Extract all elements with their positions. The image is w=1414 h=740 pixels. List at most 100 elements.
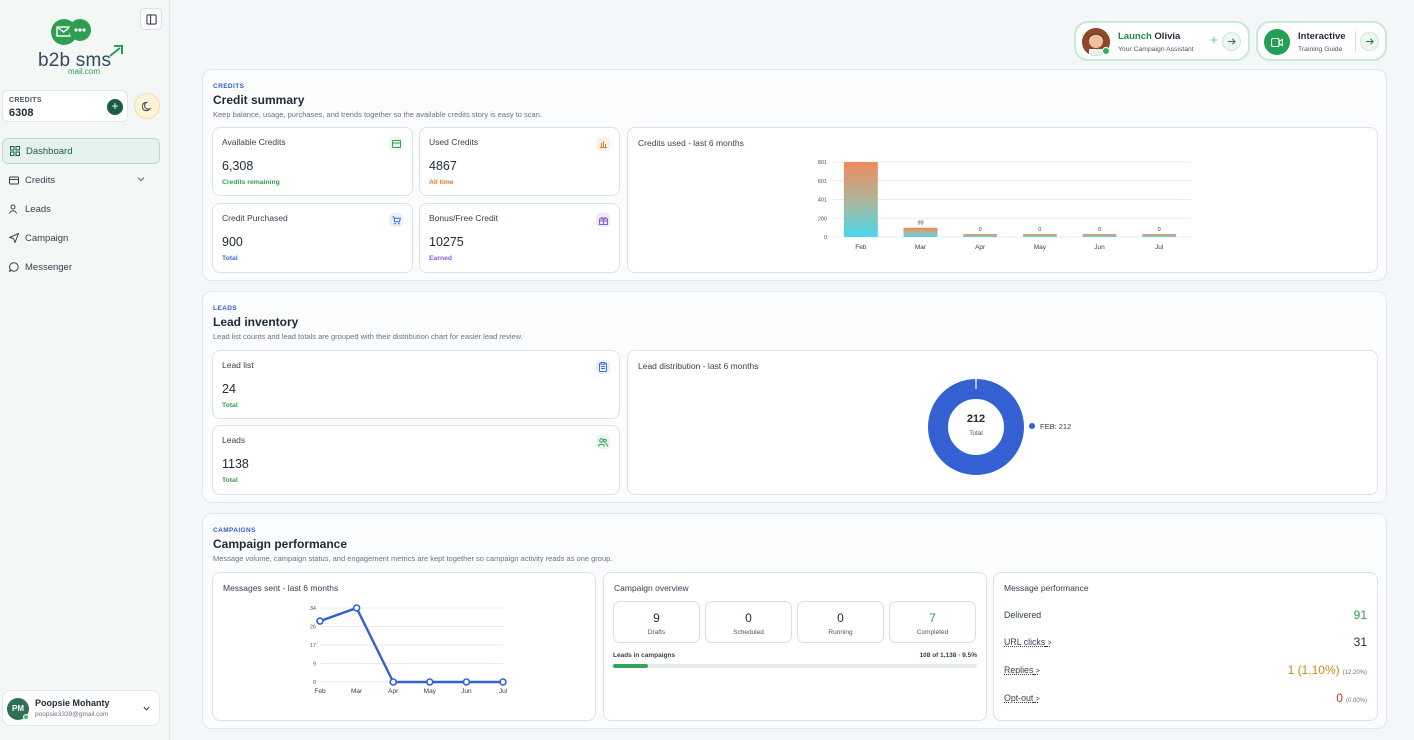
lead-list-card: Lead list 24 Total: [212, 350, 620, 419]
user-email: poopsie3339@gmail.com: [35, 711, 109, 718]
opt-out-row[interactable]: Opt-out > 0 (0.00%): [1004, 691, 1367, 707]
legend-label: FEB: 212: [1040, 422, 1072, 431]
data-point: [352, 604, 361, 612]
interactive-arrow-button[interactable]: [1360, 32, 1379, 51]
stat-value: 0: [837, 611, 844, 625]
card-title: Message performance: [1004, 583, 1089, 593]
sidebar-item-leads[interactable]: Leads: [2, 196, 160, 222]
users-icon: [596, 435, 610, 449]
credit-purchased-card: Credit Purchased 900 Total: [212, 203, 413, 273]
launch-olivia-button[interactable]: Launch Olivia Your Campaign Assistant: [1074, 21, 1250, 61]
y-tick-label: 200: [818, 216, 827, 222]
campaigns-section: CAMPAIGNS Campaign performance Message v…: [202, 513, 1387, 729]
running-stat[interactable]: 0 Running: [797, 601, 884, 643]
y-tick-label: 601: [818, 179, 827, 185]
card-label: Lead list: [222, 360, 254, 370]
card-label: Credit Purchased: [222, 213, 288, 223]
brand-logo: [51, 19, 123, 57]
stat-value: 0: [745, 611, 752, 625]
available-credits-card: Available Credits 6,308 Credits remainin…: [212, 127, 413, 196]
card-value: 1138: [222, 457, 249, 471]
x-tick-label: Feb: [314, 688, 326, 695]
card-sub: Total: [222, 255, 238, 262]
x-tick-label: Mar: [351, 688, 363, 695]
completed-stat[interactable]: 7 Completed: [889, 601, 976, 643]
y-tick-label: 9: [313, 662, 316, 668]
bonus-credit-card: Bonus/Free Credit 10275 Earned: [419, 203, 620, 273]
legend-swatch: [1029, 423, 1035, 429]
section-tag: CREDITS: [213, 83, 245, 90]
bar: [1142, 234, 1177, 237]
drafts-stat[interactable]: 9 Drafts: [613, 601, 700, 643]
section-description: Message volume, campaign status, and eng…: [213, 554, 613, 563]
card-value: 24: [222, 382, 236, 396]
sparkle-icon: [1209, 35, 1219, 45]
sidebar-item-messenger[interactable]: Messenger: [2, 254, 160, 280]
data-point: [426, 678, 434, 686]
card-label: Bonus/Free Credit: [429, 213, 498, 223]
scheduled-stat[interactable]: 0 Scheduled: [705, 601, 792, 643]
lead-distribution-donut-chart: [928, 379, 1024, 475]
sidebar: b2b sms mail.com CREDITS 6308 + Dashboar…: [0, 0, 170, 740]
data-label: 0: [1098, 227, 1101, 233]
launch-title: Launch Olivia: [1118, 31, 1181, 42]
add-credits-button[interactable]: +: [107, 99, 123, 115]
data-point: [316, 617, 324, 625]
data-label: 0: [1158, 227, 1161, 233]
used-credits-card: Used Credits 4867 All time: [419, 127, 620, 196]
card-label: Leads: [222, 435, 246, 445]
replies-row[interactable]: Replies > 1 (1.10%) (12.20%): [1004, 663, 1367, 679]
metric-value: 1 (1.10%) (12.20%): [1287, 663, 1367, 677]
interactive-guide-button[interactable]: Interactive Training Guide: [1256, 21, 1387, 61]
user-menu[interactable]: PM Poopsie Mohanty poopsie3339@gmail.com: [2, 690, 160, 726]
arrow-right-icon: [1365, 38, 1374, 45]
sidebar-item-label: Campaign: [25, 232, 69, 244]
opt-out-link[interactable]: Opt-out >: [1004, 693, 1040, 703]
card-sub: Total: [222, 477, 238, 484]
theme-toggle-button[interactable]: [134, 93, 160, 119]
message-performance-card: Message performance Delivered 91 URL cli…: [993, 572, 1378, 721]
section-title: Lead inventory: [213, 315, 299, 329]
data-point: [499, 678, 507, 686]
replies-link[interactable]: Replies >: [1004, 665, 1040, 675]
metric-value: 31: [1353, 635, 1367, 649]
gift-icon: [596, 213, 610, 227]
sidebar-item-campaign[interactable]: Campaign: [2, 225, 160, 251]
y-tick-label: 0: [824, 235, 827, 241]
sidebar-item-dashboard[interactable]: Dashboard: [2, 138, 160, 164]
metric-label: Delivered: [1004, 610, 1042, 620]
interactive-subtitle: Training Guide: [1298, 46, 1343, 53]
url-clicks-link[interactable]: URL clicks >: [1004, 637, 1052, 647]
card-label: Available Credits: [222, 137, 286, 147]
bar-chart-icon: [596, 137, 610, 151]
chart-title: Messages sent - last 6 months: [223, 583, 339, 593]
url-clicks-row[interactable]: URL clicks > 31: [1004, 635, 1367, 651]
card-sub: Total: [222, 402, 238, 409]
launch-arrow-button[interactable]: [1222, 32, 1241, 51]
brand-name: b2b sms: [38, 50, 112, 71]
sidebar-item-credits[interactable]: Credits: [2, 167, 160, 193]
section-title: Credit summary: [213, 93, 305, 107]
stat-label: Completed: [916, 629, 949, 636]
section-tag: LEADS: [213, 305, 238, 312]
online-status-dot: [1102, 47, 1110, 55]
x-tick-label: Apr: [388, 688, 399, 695]
sidebar-nav: Dashboard Credits Leads Campaign Messeng…: [0, 138, 170, 283]
chevron-down-icon: [143, 706, 150, 711]
card-value: 10275: [429, 235, 464, 249]
brand-sub: mail.com: [68, 67, 101, 76]
y-tick-label: 34: [310, 606, 316, 612]
credits-section: CREDITS Credit summary Keep balance, usa…: [202, 69, 1387, 281]
collapse-sidebar-button[interactable]: [140, 8, 162, 30]
donut-total-label: Total: [969, 430, 983, 437]
card-value: 900: [222, 235, 243, 249]
card-sub: All time: [429, 179, 454, 186]
leads-section: LEADS Lead inventory Lead list counts an…: [202, 291, 1387, 503]
bar: [1082, 234, 1117, 237]
clipboard-icon: [596, 360, 610, 374]
y-tick-label: 801: [818, 160, 827, 166]
x-tick-label: Mar: [915, 244, 927, 251]
user-name: Poopsie Mohanty: [35, 698, 110, 708]
card-value: 6,308: [222, 159, 254, 173]
pie-slice: [928, 379, 1024, 475]
